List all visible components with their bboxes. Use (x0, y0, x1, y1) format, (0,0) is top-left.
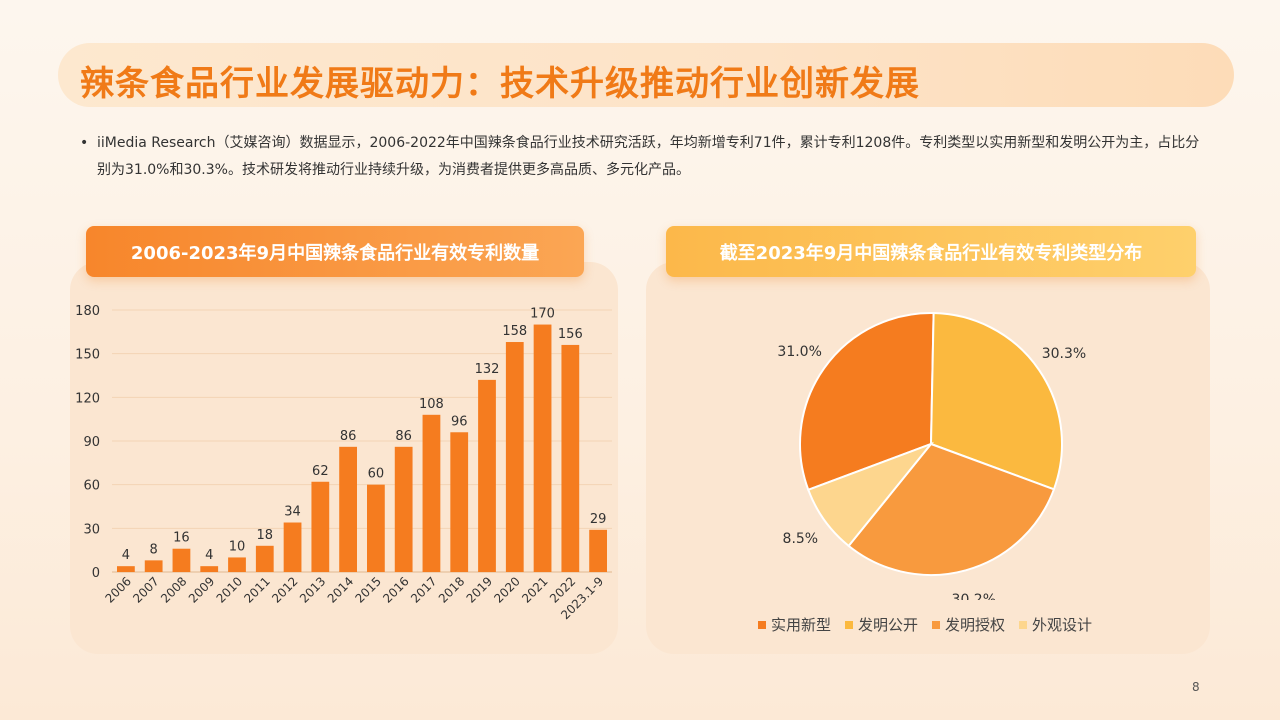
y-tick-label: 60 (83, 479, 100, 494)
bar-value-label: 18 (257, 528, 274, 543)
x-tick-label: 2007 (130, 574, 161, 605)
legend-item: 发明授权 (932, 614, 1005, 635)
bar-value-label: 62 (312, 464, 329, 479)
bar-value-label: 158 (502, 324, 527, 339)
legend-item: 实用新型 (758, 614, 831, 635)
pie-slice (806, 441, 935, 548)
bullet-dot: • (80, 135, 89, 151)
pie-slice (929, 312, 1063, 491)
bar (422, 414, 441, 572)
bar (505, 342, 524, 572)
bar (144, 560, 163, 572)
x-tick-label: 2009 (186, 574, 217, 605)
legend-label: 发明公开 (858, 616, 919, 634)
legend-item: 发明公开 (845, 614, 918, 635)
x-tick-label: 2020 (491, 574, 522, 605)
pie-slice-label: 31.0% (777, 344, 821, 360)
legend-label: 发明授权 (945, 616, 1006, 634)
x-tick-label: 2014 (325, 574, 356, 605)
bar (450, 432, 469, 572)
x-tick-label: 2018 (436, 574, 467, 605)
x-tick-label: 2019 (464, 574, 495, 605)
bar (255, 545, 274, 572)
bar (311, 481, 330, 572)
pie-slice-label: 8.5% (783, 531, 819, 547)
legend-swatch (932, 620, 941, 629)
summary-text: iiMedia Research（艾媒咨询）数据显示，2006-2022年中国辣… (97, 135, 1200, 178)
legend-swatch (1019, 620, 1028, 629)
y-tick-label: 150 (75, 348, 100, 363)
x-tick-label: 2010 (214, 574, 245, 605)
bar-value-label: 170 (530, 307, 555, 322)
bar-value-label: 96 (451, 414, 468, 429)
bar-value-label: 4 (205, 548, 213, 563)
bar (117, 566, 135, 572)
y-tick-label: 90 (83, 435, 100, 450)
bar-value-label: 60 (368, 467, 385, 482)
legend-label: 实用新型 (771, 616, 832, 634)
x-tick-label: 2013 (297, 574, 328, 605)
legend-item: 外观设计 (1019, 614, 1092, 635)
y-tick-label: 30 (83, 522, 100, 537)
summary-bullet: • iiMedia Research（艾媒咨询）数据显示，2006-2022年中… (80, 130, 1210, 184)
bar-value-label: 29 (590, 512, 607, 527)
bar (200, 566, 219, 572)
title-banner (58, 43, 1234, 107)
bar-value-label: 86 (340, 429, 357, 444)
bar-value-label: 86 (395, 429, 412, 444)
bar (561, 344, 580, 572)
pie-slice-label: 30.3% (1042, 346, 1086, 362)
bar (228, 557, 246, 572)
x-tick-label: 2017 (408, 574, 439, 605)
bar-value-label: 108 (419, 397, 444, 412)
bar-value-label: 34 (284, 505, 301, 520)
y-tick-label: 120 (75, 391, 100, 406)
bar-chart: 0 30 60 90 120 150 180 4 2006 8 2007 16 2008 4 2009 10 2… (75, 304, 612, 622)
page-number: 8 (1192, 680, 1200, 694)
x-tick-label: 2016 (380, 574, 411, 605)
bar (394, 446, 413, 572)
bar-value-label: 156 (558, 327, 583, 342)
y-tick-label: 0 (92, 566, 100, 581)
x-tick-label: 2011 (241, 574, 272, 605)
bar (589, 529, 607, 572)
pie-slice-label: 30.2% (952, 592, 996, 600)
bar (367, 484, 385, 572)
bar-chart-title: 2006-2023年9月中国辣条食品行业有效专利数量 (86, 226, 584, 277)
bar-value-label: 10 (229, 539, 246, 554)
pie-chart-title: 截至2023年9月中国辣条食品行业有效专利类型分布 (666, 226, 1196, 277)
bar-value-label: 132 (475, 362, 500, 377)
page-title: 辣条食品行业发展驱动力：技术升级推动行业创新发展 (80, 64, 920, 104)
pie-chart: 31.0% 30.3% 30.2% 8.5% (777, 312, 1086, 600)
x-tick-label: 2021 (519, 574, 550, 605)
pie-legend: 实用新型 发明公开 发明授权 外观设计 (758, 614, 1092, 635)
bar-value-label: 16 (173, 531, 190, 546)
legend-swatch (758, 620, 766, 629)
bar-value-label: 8 (150, 542, 158, 557)
y-tick-label: 180 (75, 304, 100, 319)
pie-slice (799, 312, 935, 492)
x-tick-label: 2006 (103, 574, 134, 605)
x-tick-label: 2008 (158, 574, 189, 605)
x-tick-label: 2015 (353, 574, 384, 605)
bar (339, 446, 357, 572)
bar (283, 522, 302, 572)
x-tick-label: 2012 (269, 574, 300, 605)
legend-label: 外观设计 (1032, 616, 1093, 634)
pie-slice (847, 442, 1056, 576)
bar (533, 324, 552, 572)
legend-swatch (845, 620, 854, 629)
bar-value-label: 4 (122, 548, 130, 563)
bar (478, 379, 496, 572)
bar (172, 548, 191, 572)
